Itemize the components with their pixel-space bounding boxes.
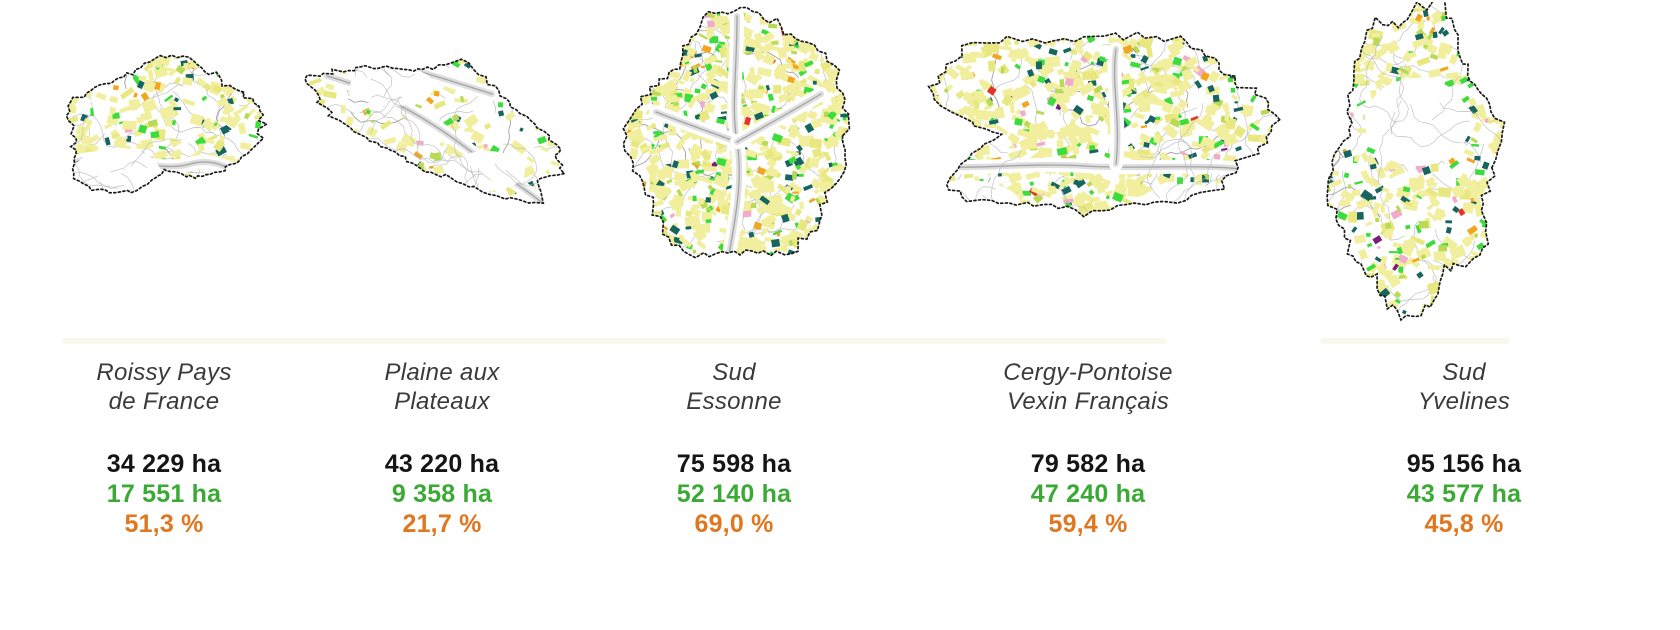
percent-value: 45,8 % (1424, 510, 1504, 538)
region-name-line1: Roissy Pays (96, 359, 232, 386)
percent-value: 69,0 % (694, 510, 774, 538)
map-sud-essonne (616, 2, 858, 270)
region-name: Cergy-Pontoise Vexin Français (938, 358, 1238, 416)
region-column-roissy: Roissy Pays de France 34 229 ha 17 551 h… (14, 358, 314, 539)
agricultural-area-value: 47 240 ha (1030, 480, 1146, 508)
region-column-plaine: Plaine aux Plateaux 43 220 ha 9 358 ha 2… (292, 358, 592, 539)
agricultural-area-value: 9 358 ha (391, 480, 493, 508)
map-cergy-pontoise-vexin-francais (886, 14, 1282, 250)
essonne-map-drawing (622, 6, 851, 259)
region-stats: 79 582 ha 47 240 ha 59,4 % (938, 449, 1238, 539)
roissy-map-drawing (65, 54, 269, 194)
region-name-line2: Plateaux (394, 388, 490, 415)
region-name-line1: Cergy-Pontoise (1003, 359, 1173, 386)
map-edge-artifact (1320, 338, 1510, 344)
agricultural-area-value: 43 577 ha (1406, 480, 1522, 508)
region-name: Sud Essonne (584, 358, 884, 416)
percent-value: 21,7 % (402, 510, 482, 538)
region-name: Plaine aux Plateaux (292, 358, 592, 416)
map-sud-yvelines (1317, 2, 1511, 328)
region-column-essonne: Sud Essonne 75 598 ha 52 140 ha 69,0 % (584, 358, 884, 539)
map-edge-artifact (62, 338, 1167, 344)
plaine-map-drawing (304, 58, 566, 205)
region-stats: 75 598 ha 52 140 ha 69,0 % (584, 449, 884, 539)
region-column-cergy: Cergy-Pontoise Vexin Français 79 582 ha … (938, 358, 1238, 539)
region-stats: 43 220 ha 9 358 ha 21,7 % (292, 449, 592, 539)
total-area-value: 34 229 ha (106, 450, 222, 478)
region-name-line2: Vexin Français (1006, 388, 1170, 415)
total-area-value: 79 582 ha (1030, 450, 1146, 478)
region-stats: 34 229 ha 17 551 ha 51,3 % (14, 449, 314, 539)
region-name-line2: de France (108, 388, 220, 415)
map-plaine-aux-plateaux (302, 6, 578, 250)
total-area-value: 43 220 ha (384, 450, 500, 478)
total-area-value: 95 156 ha (1406, 450, 1522, 478)
map-roissy-pays-de-france (55, 42, 277, 228)
yvelines-map-drawing (1326, 2, 1506, 322)
total-area-value: 75 598 ha (676, 450, 792, 478)
region-name-line2: Yvelines (1417, 388, 1511, 415)
region-name: Roissy Pays de France (14, 358, 314, 416)
agricultural-area-value: 52 140 ha (676, 480, 792, 508)
region-name-line2: Essonne (686, 388, 782, 415)
region-name-line1: Sud (1442, 359, 1486, 386)
region-name: Sud Yvelines (1314, 358, 1614, 416)
cergy-map-drawing (927, 31, 1281, 218)
percent-value: 51,3 % (124, 510, 204, 538)
percent-value: 59,4 % (1048, 510, 1128, 538)
agricultural-area-value: 17 551 ha (106, 480, 222, 508)
region-name-line1: Sud (712, 359, 756, 386)
region-stats: 95 156 ha 43 577 ha 45,8 % (1314, 449, 1614, 539)
region-name-line1: Plaine aux (384, 359, 500, 386)
region-column-yvelines: Sud Yvelines 95 156 ha 43 577 ha 45,8 % (1314, 358, 1614, 539)
